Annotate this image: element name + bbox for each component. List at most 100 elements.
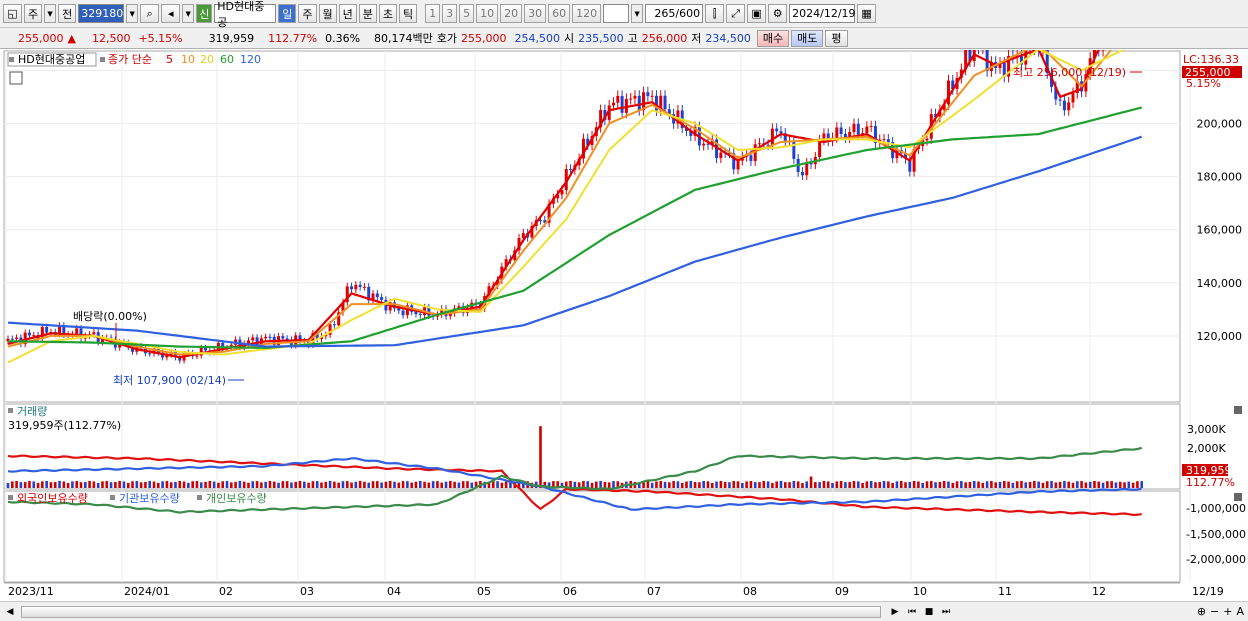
volume-bar [1020,481,1023,488]
interval-input[interactable] [603,4,630,23]
volume-bar [1058,481,1062,488]
trend-icon[interactable]: ⤢ [726,4,746,23]
chevron-down-icon[interactable]: ▼ [44,4,57,23]
prev-button[interactable]: 전 [58,4,77,23]
type-select[interactable]: 주 [24,4,43,23]
volume-bar [650,482,654,488]
period-second-tab[interactable]: 초 [378,4,397,23]
count-field[interactable]: 265/600 [645,4,704,23]
buy-button[interactable]: 매수 [756,29,790,47]
volume-bar [1110,481,1113,488]
volume-bar [208,480,212,488]
x-tick-label: 10 [913,585,927,598]
volume-bar [62,481,66,488]
period-day-tab[interactable]: 일 [278,4,297,23]
volume-bar [504,481,508,488]
volume-bar [328,480,332,488]
volume-bar [444,481,448,488]
interval-3[interactable]: 3 [442,4,458,23]
volume-bar [144,481,147,488]
stock-name-box[interactable] [7,52,97,67]
save-icon[interactable]: ▣ [747,4,767,23]
window-menu-icon[interactable]: ◱ [3,4,22,23]
volume-bar [616,481,620,488]
zoom-out-icon[interactable]: − [1210,605,1220,618]
volume-bar [775,481,778,488]
ma20-legend: 20 [200,53,214,66]
volume-bar [887,481,890,488]
text-icon[interactable]: A [1236,605,1244,618]
search-icon[interactable]: ⌕ [140,4,160,23]
speaker-icon[interactable]: ◂ [161,4,181,23]
interval-60[interactable]: 60 [548,4,571,23]
period-year-tab[interactable]: 년 [338,4,357,23]
interval-120[interactable]: 120 [572,4,602,23]
period-minute-tab[interactable]: 분 [358,4,377,23]
close-icon[interactable] [1234,493,1242,501]
volume-panel[interactable] [3,403,1181,490]
price-panel[interactable] [3,50,1181,403]
volume-bar [556,481,559,488]
volume-bar [345,481,349,488]
scroll-track[interactable] [21,605,881,618]
eval-button[interactable]: 평 [825,29,848,47]
volume-bar [809,476,813,488]
volume-bar [509,480,512,488]
candle-body [58,325,62,335]
candle-body [1075,81,1079,94]
scroll-left-icon[interactable]: ◀ [6,606,14,617]
candle-body [375,293,379,298]
zoom-in-icon[interactable]: ⊕ [1196,605,1207,618]
volume-bar [6,483,10,488]
chevron-down-icon[interactable]: ▼ [631,4,644,23]
candle-body [178,357,182,361]
interval-1[interactable]: 1 [425,4,441,23]
candle-body [311,332,315,346]
candle-body [676,110,680,124]
interval-30[interactable]: 30 [524,4,547,23]
candle-body [418,314,422,316]
volume-bar [951,482,955,488]
stock-code-input[interactable]: 329180 [78,4,125,23]
stop-icon[interactable]: ■ [924,606,934,617]
volume-bar [333,481,336,488]
candle-body [397,308,401,311]
period-week-tab[interactable]: 주 [298,4,317,23]
gear-icon[interactable]: ⚙ [768,4,788,23]
interval-5[interactable]: 5 [459,4,475,23]
interval-20[interactable]: 20 [500,4,523,23]
first-page-icon[interactable]: ⏮ [907,606,917,617]
x-tick-label: 03 [300,585,314,598]
holdings-panel[interactable] [3,490,1181,583]
institution-legend: 기관보유수량 [119,492,180,505]
volume-bar [998,481,1002,488]
chevron-down-icon[interactable]: ▼ [126,4,139,23]
calendar-icon[interactable]: ▦ [857,4,877,23]
candle-body [23,332,27,345]
scroll-right-icon[interactable]: ▶ [891,606,899,617]
volume-bar [728,482,731,488]
last-page-icon[interactable]: ⏭ [941,606,951,617]
volume-bar [169,482,173,488]
period-tick-tab[interactable]: 틱 [399,4,418,23]
scroll-bar[interactable]: ◀ ▶ ⏮ ■ ⏭ ⊕ − + A [0,601,1248,621]
candle-body [354,284,358,290]
high-annotation: 최고 256,000 (12/19) [1013,66,1126,79]
table-toggle-icon[interactable] [9,71,23,85]
interval-10[interactable]: 10 [476,4,499,23]
volume-bar [1054,482,1058,488]
sell-button[interactable]: 매도 [791,29,824,47]
chevron-down-icon[interactable]: ▼ [182,4,195,23]
close-icon[interactable] [1234,406,1242,414]
date-input[interactable]: 2024/12/19 [789,4,856,23]
volume-title: 거래량 [17,405,47,418]
period-month-tab[interactable]: 월 [318,4,337,23]
candle-icon[interactable]: ⫿ [705,4,725,23]
volume-bar [199,482,203,488]
count-total: /600 [675,7,701,20]
volume-bar [908,482,912,488]
stock-chart[interactable]: 120,000140,000160,000180,000200,000220,0… [0,50,1248,601]
plus-icon[interactable]: + [1223,605,1233,618]
volume-bar [88,480,91,488]
candle-body [749,155,753,162]
